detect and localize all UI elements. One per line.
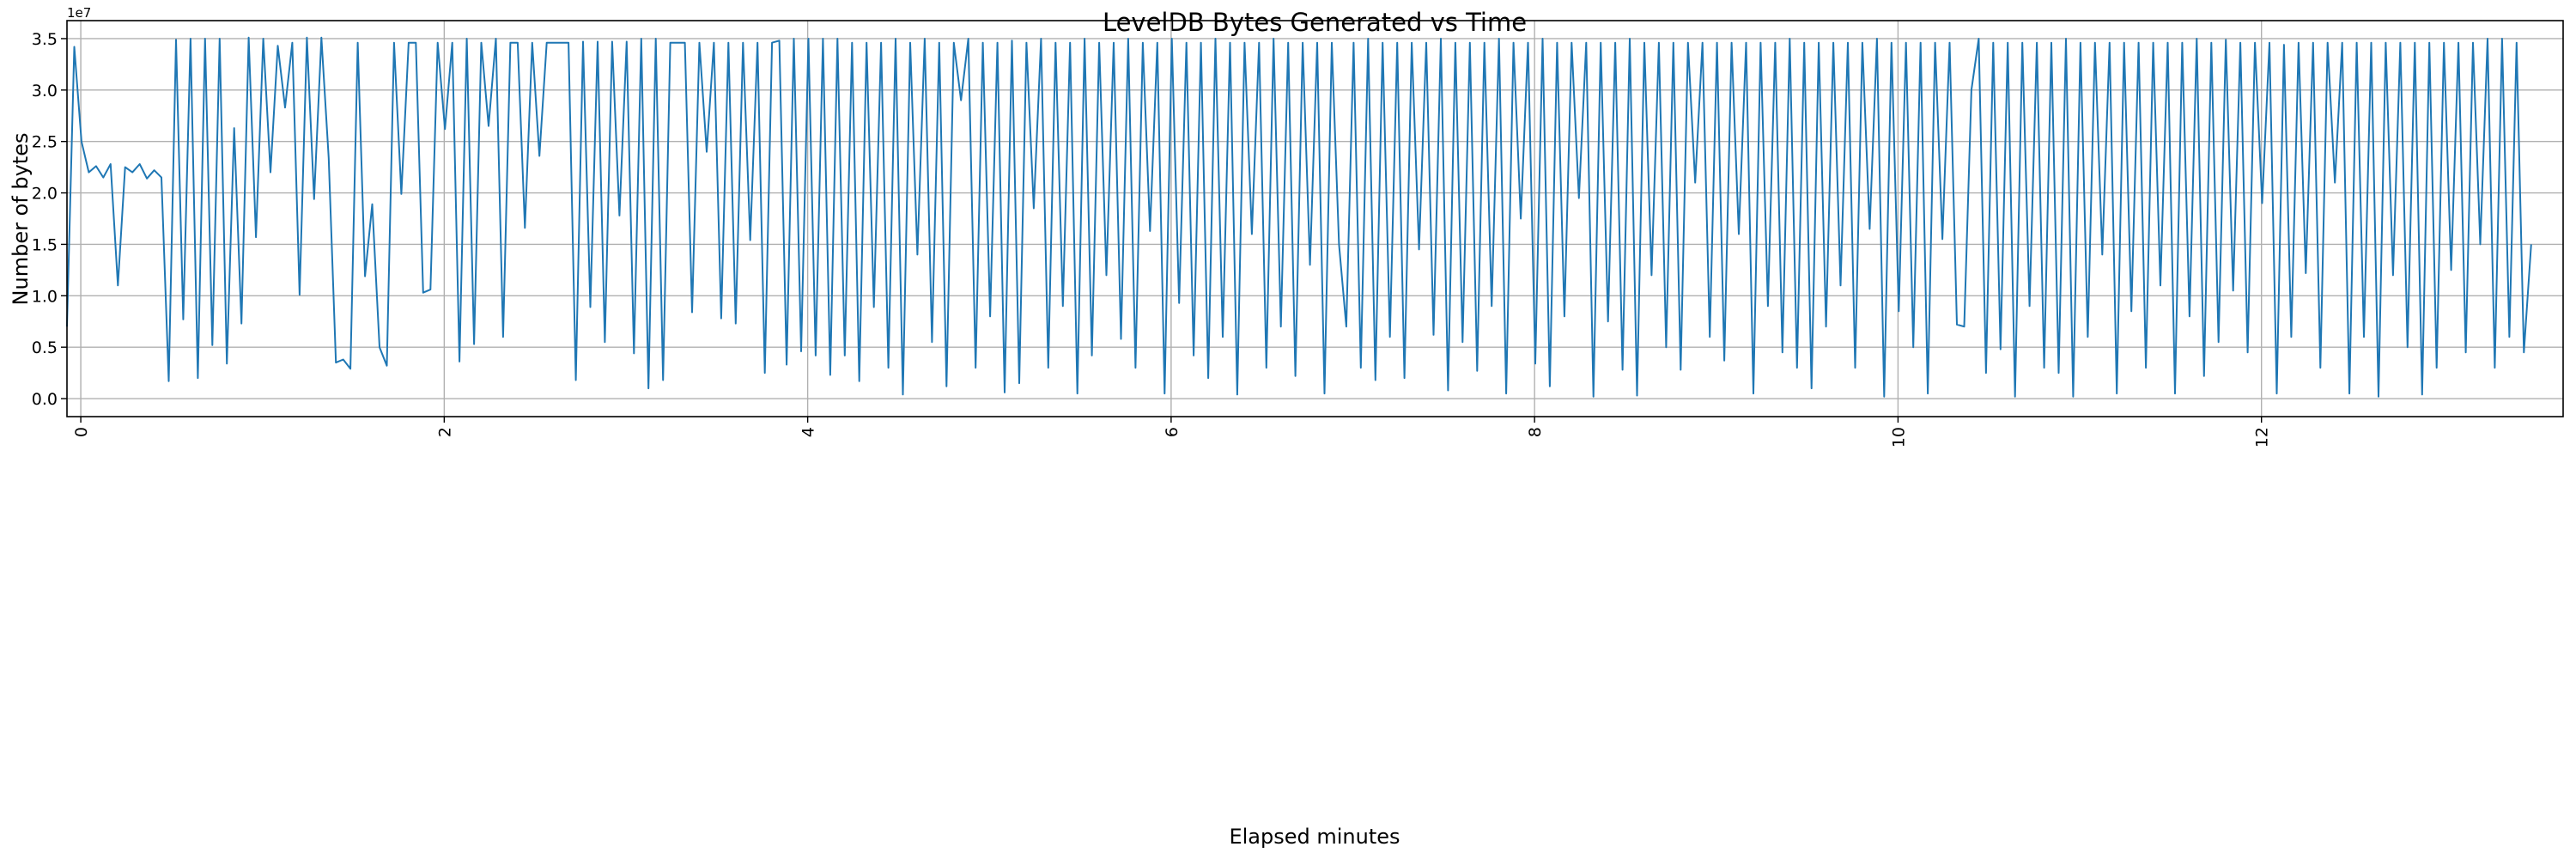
x-tick-labels: 0 2 4 6 8 10 12 — [72, 417, 2272, 448]
y-tick-label: 3.0 — [32, 82, 58, 101]
y-tick-label: 0.0 — [32, 390, 58, 409]
y-tick-label: 2.0 — [32, 185, 58, 204]
y-tick-label: 1.0 — [32, 287, 58, 306]
plot-frame — [66, 20, 2564, 417]
y-tick-label: 0.5 — [32, 338, 58, 357]
series-line-group — [66, 36, 2532, 398]
x-tick-label: 8 — [1526, 427, 1545, 437]
x-tick-label: 2 — [435, 427, 454, 437]
x-tick-label: 4 — [799, 427, 818, 437]
y-offset-label: 1e7 — [67, 5, 91, 21]
x-axis-label: Elapsed minutes — [1229, 825, 1400, 849]
y-tick-label: 2.5 — [32, 133, 58, 152]
x-tick-label: 12 — [2253, 427, 2272, 448]
y-tick-label: 3.5 — [32, 30, 58, 49]
y-tick-labels: 0.0 0.5 1.0 1.5 2.0 2.5 3.0 3.5 — [32, 30, 67, 409]
x-tick-label: 10 — [1889, 427, 1908, 448]
y-tick-label: 1.5 — [32, 235, 58, 254]
series-line — [66, 36, 2532, 398]
y-axis-label: Number of bytes — [9, 133, 33, 306]
x-tick-label: 6 — [1163, 427, 1182, 437]
chart-title: LevelDB Bytes Generated vs Time — [1103, 8, 1527, 37]
x-tick-label: 0 — [72, 427, 91, 437]
